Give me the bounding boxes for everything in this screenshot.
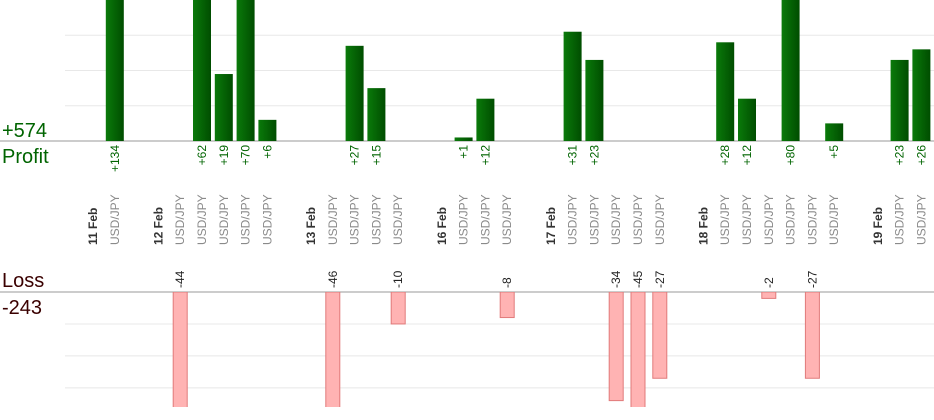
value-label: +5	[827, 145, 841, 159]
value-label: +134	[108, 145, 122, 172]
loss-bar	[804, 292, 820, 379]
symbol-label: USD/JPY	[653, 194, 667, 245]
loss-bar	[630, 292, 646, 407]
profit-bar	[345, 45, 364, 141]
loss-bar	[761, 292, 777, 299]
loss-bar	[172, 292, 188, 407]
symbol-label: USD/JPY	[718, 194, 732, 245]
profit-bar	[258, 119, 277, 141]
value-label: -45	[631, 270, 645, 288]
value-label: -2	[762, 277, 776, 288]
loss-bar	[608, 292, 624, 402]
loss-bar	[652, 292, 668, 379]
profit-bar	[214, 74, 233, 141]
loss-bars	[172, 292, 820, 407]
value-label: +19	[217, 145, 231, 166]
profit-bar	[476, 98, 495, 141]
date-label: 11 Feb	[86, 208, 100, 245]
profit-bar	[193, 0, 211, 141]
value-label: -27	[653, 270, 667, 288]
value-label: +12	[478, 145, 492, 166]
profit-bar	[738, 98, 756, 141]
symbol-label: USD/JPY	[369, 194, 383, 245]
loss-bar	[325, 292, 341, 407]
profit-bar	[716, 42, 735, 141]
symbol-label: USD/JPY	[173, 194, 187, 245]
value-label: +31	[566, 145, 580, 166]
symbol-label: USD/JPY	[827, 194, 841, 245]
symbol-label: USD/JPY	[391, 194, 405, 245]
loss-bar	[499, 292, 515, 319]
value-label: +12	[740, 145, 754, 166]
profit-bar	[105, 0, 124, 141]
value-label: +26	[914, 145, 928, 166]
value-label: +15	[369, 145, 383, 166]
profit-total: +574	[2, 120, 47, 142]
date-label: 13 Feb	[304, 207, 318, 245]
labels: 11 Feb USD/JPY +134 12 Feb USD/JPY -44 USD/JPY…	[86, 145, 928, 288]
value-label: -46	[326, 270, 340, 288]
value-label: +28	[718, 145, 732, 166]
value-label: +70	[239, 145, 253, 166]
profit-bar	[585, 59, 604, 141]
value-label: -8	[500, 277, 514, 288]
profit-bar	[236, 0, 255, 141]
value-label: -10	[391, 270, 405, 288]
symbol-label: USD/JPY	[893, 194, 907, 245]
value-label: +6	[260, 145, 274, 159]
value-label: +80	[784, 145, 798, 166]
profit-text: Profit	[2, 146, 49, 168]
symbol-label: USD/JPY	[914, 194, 928, 245]
profit-bar	[825, 123, 844, 141]
symbol-label: USD/JPY	[500, 194, 514, 245]
value-label: -44	[173, 270, 187, 288]
date-label: 19 Feb	[871, 207, 885, 245]
symbol-label: USD/JPY	[805, 194, 819, 245]
symbol-label: USD/JPY	[631, 194, 645, 245]
value-label: +1	[457, 145, 471, 159]
symbol-label: USD/JPY	[239, 194, 253, 245]
date-label: 18 Feb	[696, 207, 710, 245]
symbol-label: USD/JPY	[740, 194, 754, 245]
profit-bars	[105, 0, 931, 141]
symbol-label: USD/JPY	[217, 194, 231, 245]
date-label: 12 Feb	[151, 207, 165, 245]
date-label: 17 Feb	[544, 207, 558, 245]
profit-bar	[890, 59, 909, 141]
symbol-label: USD/JPY	[609, 194, 623, 245]
symbol-label: USD/JPY	[326, 194, 340, 245]
symbol-label: USD/JPY	[762, 194, 776, 245]
symbol-label: USD/JPY	[784, 194, 798, 245]
value-label: +62	[195, 145, 209, 166]
value-label: +23	[893, 145, 907, 166]
profit-bar	[912, 49, 931, 141]
symbol-label: USD/JPY	[478, 194, 492, 245]
value-label: +23	[587, 145, 601, 166]
value-label: +27	[348, 145, 362, 166]
loss-text: Loss	[2, 270, 44, 292]
loss-bar	[390, 292, 406, 325]
symbol-label: USD/JPY	[566, 194, 580, 245]
symbol-label: USD/JPY	[195, 194, 209, 245]
symbol-label: USD/JPY	[108, 194, 122, 245]
value-label: -27	[805, 270, 819, 288]
symbol-label: USD/JPY	[457, 194, 471, 245]
profit-bar	[367, 88, 386, 141]
loss-total: -243	[2, 297, 42, 319]
symbol-label: USD/JPY	[587, 194, 601, 245]
symbol-label: USD/JPY	[260, 194, 274, 245]
profit-bar	[454, 137, 473, 141]
date-label: 16 Feb	[435, 207, 449, 245]
profit-bar	[781, 0, 800, 141]
value-label: -34	[609, 270, 623, 288]
profit-bar	[563, 31, 582, 141]
symbol-label: USD/JPY	[348, 194, 362, 245]
